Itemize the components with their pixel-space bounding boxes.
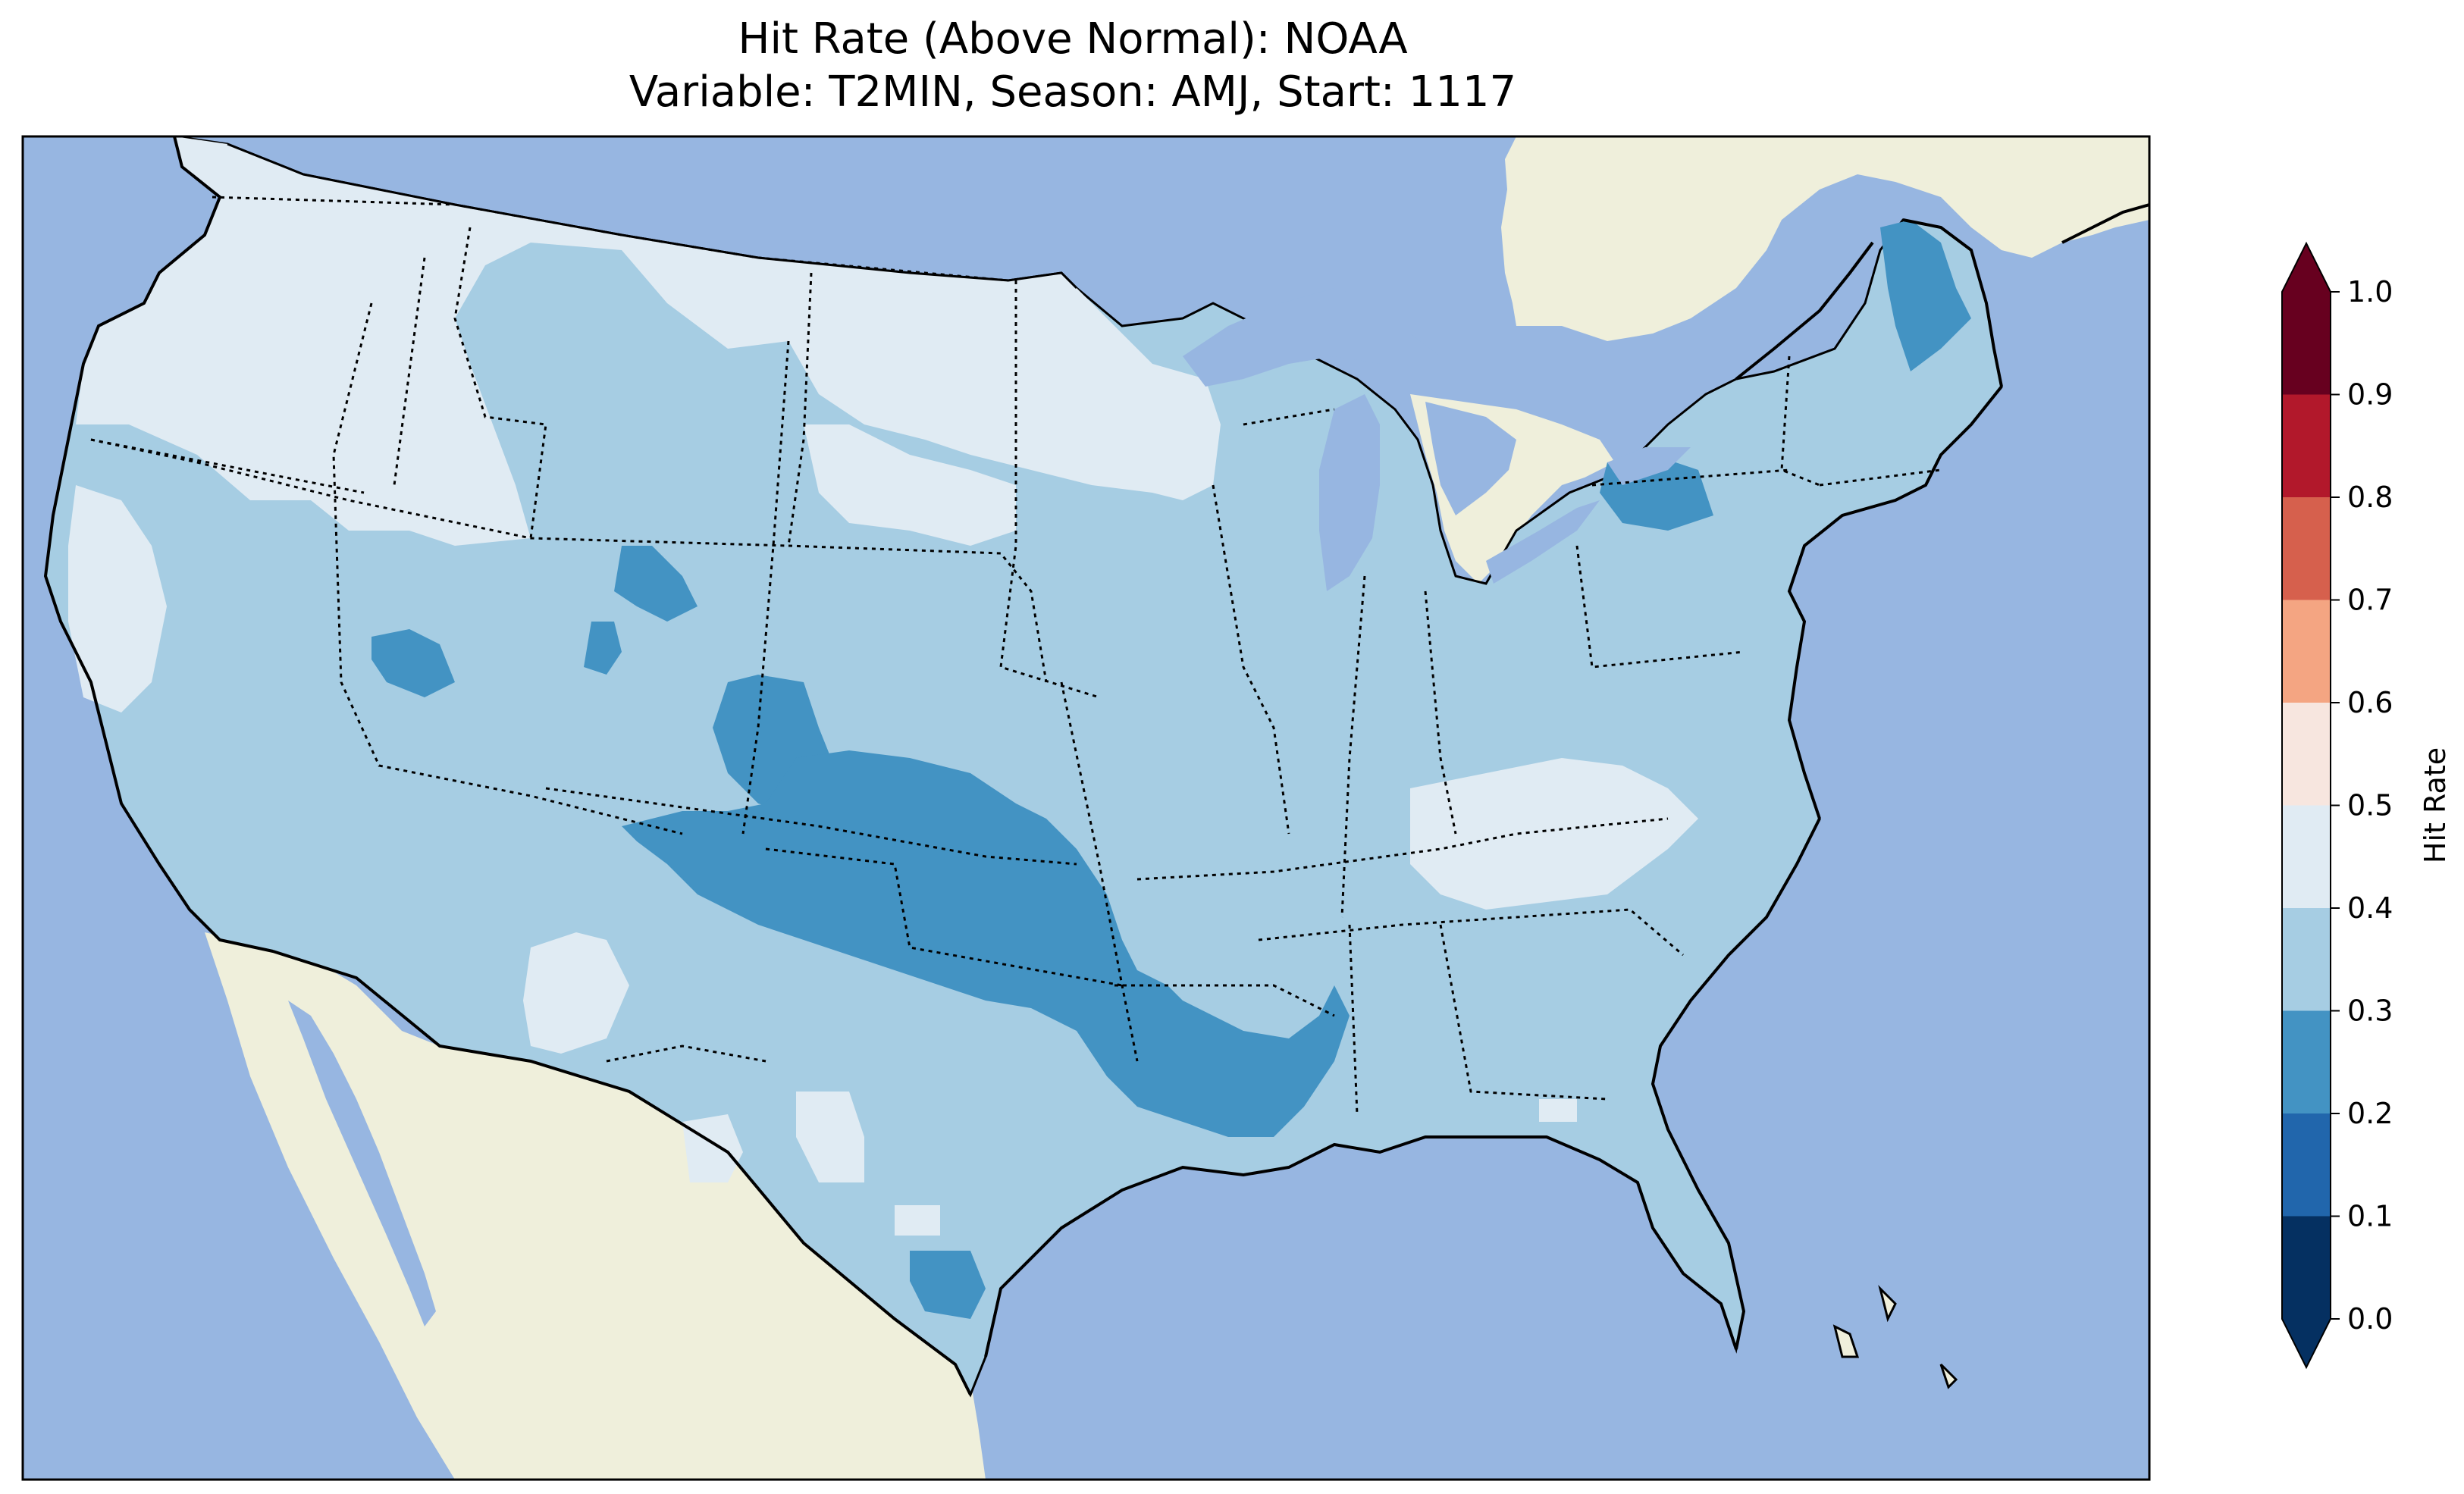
map-area [23,136,2149,1480]
colorbar-extend-min [2282,1319,2331,1367]
hit-rate-region-0.4-0.5 [68,136,1698,1236]
colorbar-bin-9 [2282,292,2331,395]
colorbar-bin-8 [2282,394,2331,497]
great-lakes [1183,288,1691,591]
colorbar-tick-label: 0.8 [2347,481,2393,514]
colorbar-bin-6 [2282,600,2331,703]
gulf-of-california [288,1001,436,1326]
colorbar-tick-label: 0.7 [2347,584,2393,617]
colorbar-tick-label: 0.4 [2347,891,2393,925]
map-title-line-2: Variable: T2MIN, Season: AMJ, Start: 111… [629,67,1517,117]
colorbar-bin-3 [2282,908,2331,1011]
colorbar-tick-label: 0.6 [2347,686,2393,719]
colorbar-tick-label: 0.1 [2347,1200,2393,1233]
colorbar-tick-label: 0.3 [2347,994,2393,1028]
map-title-line-1: Hit Rate (Above Normal): NOAA [738,14,1408,64]
colorbar-bin-1 [2282,1113,2331,1217]
colorbar-label: Hit Rate [2419,747,2452,863]
colorbar-bin-2 [2282,1010,2331,1113]
colorbar-bin-7 [2282,497,2331,600]
mexico-land [205,932,986,1480]
colorbar-bin-0 [2282,1216,2331,1319]
coastlines [43,136,2149,1395]
canada-land [174,136,2149,341]
us-canada-border [227,143,1078,290]
colorbar-bin-4 [2282,805,2331,908]
colorbar: 0.0 0.1 0.2 0.3 0.4 0.5 0.6 0.7 0.8 0.9 1.0 Hit Rat… [2281,241,2452,1370]
hit-rate-region-0.2-0.3 [371,220,1971,1319]
colorbar-bin-5 [2282,703,2331,806]
colorbar-tick-label: 1.0 [2347,275,2393,309]
colorbar-tick-label: 0.5 [2347,789,2393,822]
colorbar-tick-label: 0.0 [2347,1302,2393,1336]
colorbar-tick-label: 0.9 [2347,378,2393,412]
map-frame [21,135,2151,1481]
colorbar-tick-label: 0.2 [2347,1097,2393,1130]
colorbar-extend-max [2282,243,2331,292]
caribbean-islands [1832,1285,1958,1389]
